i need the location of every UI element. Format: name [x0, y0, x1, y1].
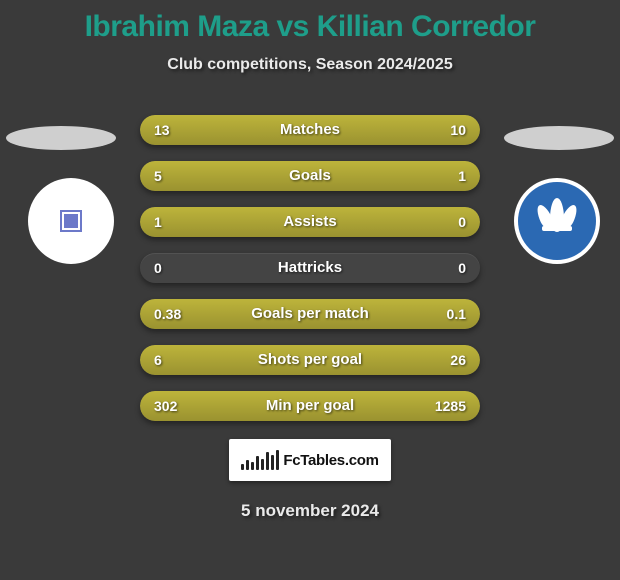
source-logo: FcTables.com: [229, 439, 391, 481]
date: 5 november 2024: [0, 501, 620, 521]
stat-metric-label: Hattricks: [140, 253, 480, 283]
page-title: Ibrahim Maza vs Killian Corredor: [0, 0, 620, 44]
subtitle: Club competitions, Season 2024/2025: [0, 56, 620, 74]
bars-icon: [241, 450, 279, 470]
stat-row: 10Assists: [140, 207, 480, 237]
stat-metric-label: Goals: [140, 161, 480, 191]
stat-row: 0.380.1Goals per match: [140, 299, 480, 329]
stat-metric-label: Matches: [140, 115, 480, 145]
stat-row: 626Shots per goal: [140, 345, 480, 375]
stat-row: 3021285Min per goal: [140, 391, 480, 421]
stat-metric-label: Min per goal: [140, 391, 480, 421]
stat-row: 1310Matches: [140, 115, 480, 145]
stat-row: 51Goals: [140, 161, 480, 191]
stat-row: 00Hattricks: [140, 253, 480, 283]
stat-metric-label: Shots per goal: [140, 345, 480, 375]
stat-metric-label: Goals per match: [140, 299, 480, 329]
logo-text: FcTables.com: [283, 452, 378, 469]
stat-metric-label: Assists: [140, 207, 480, 237]
stats-bars: 1310Matches 51Goals 10Assists 00Hattricks 0.…: [140, 115, 480, 421]
